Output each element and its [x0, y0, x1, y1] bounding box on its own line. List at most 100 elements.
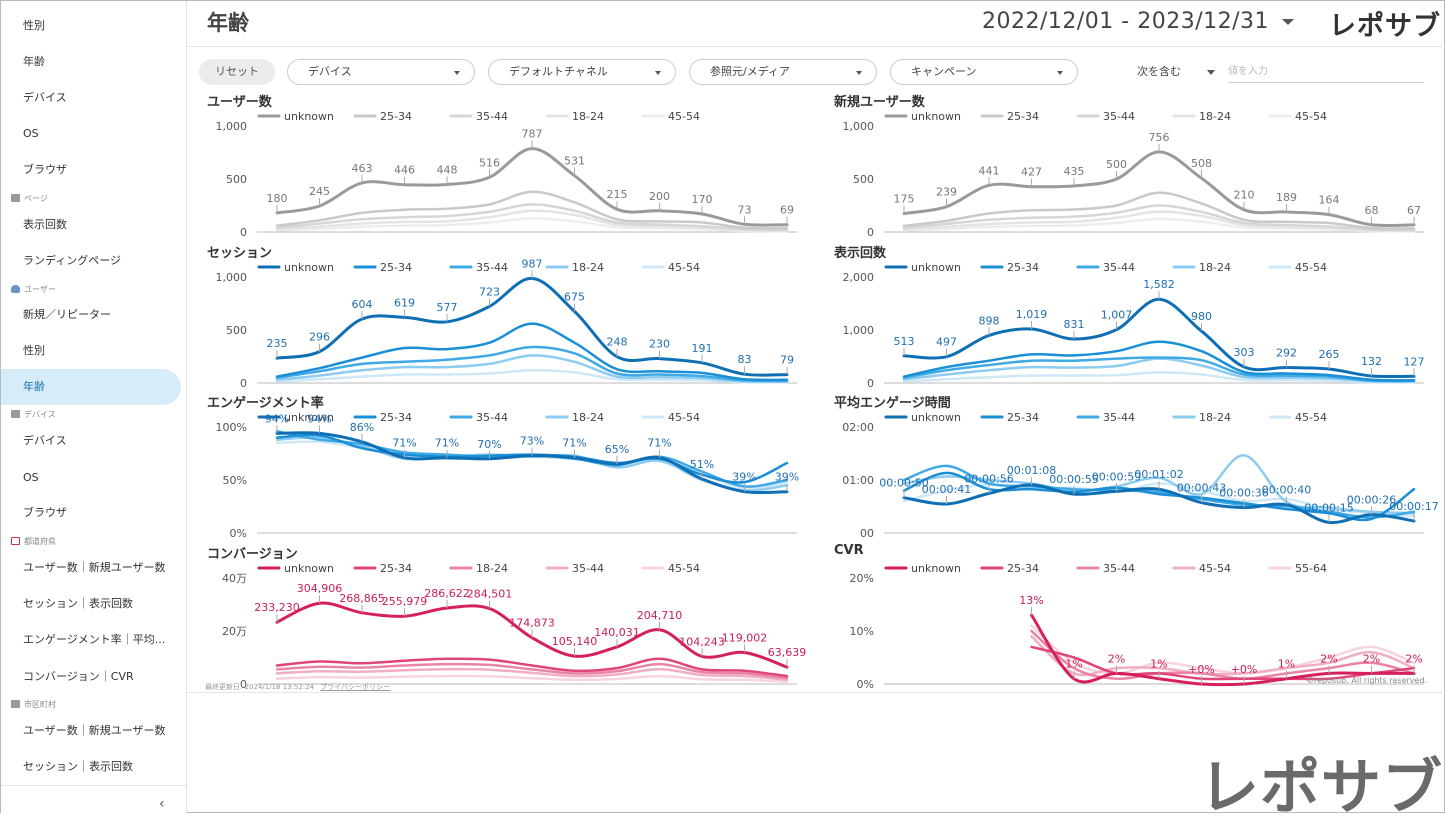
legend-label: 25-34: [1007, 261, 1039, 274]
sidebar-item[interactable]: ユーザー数｜新規ユーザー数: [23, 724, 166, 737]
chart-svg: unknown 25-34 35-44 18-24 45-54 0 500 1,000 235 2…: [216, 257, 797, 390]
sidebar-divider: [1, 785, 186, 786]
series-line-25-34: [275, 657, 789, 678]
data-label: 233,230: [254, 601, 300, 614]
sidebar-item[interactable]: コンバージョン｜CVR: [23, 670, 134, 683]
data-label: 1%: [1065, 658, 1082, 671]
legend-label: 45-54: [668, 411, 700, 424]
data-label: 1,582: [1143, 278, 1175, 291]
privacy-policy-link[interactable]: プライバシーポリシー: [320, 683, 391, 691]
data-label: 00:00:59: [1092, 470, 1141, 483]
data-label: 255,979: [382, 595, 428, 608]
date-range-picker[interactable]: 2022/12/01 - 2023/12/31: [982, 9, 1270, 34]
data-label: 235: [267, 337, 288, 350]
series-line-35-44: [275, 345, 789, 383]
sidebar-item[interactable]: ブラウザ: [23, 163, 67, 176]
data-label: 00:00:17: [1389, 500, 1438, 513]
filter-value-input[interactable]: [1228, 61, 1424, 83]
sidebar-section-header: 市区町村: [11, 699, 56, 710]
sidebar-item[interactable]: デバイス: [23, 434, 67, 447]
data-label: 63,639: [768, 646, 807, 659]
data-label: 83: [738, 353, 752, 366]
sidebar-item[interactable]: OS: [23, 127, 39, 140]
sidebar-item[interactable]: ブラウザ: [23, 506, 67, 519]
data-label: +0%: [1231, 663, 1258, 676]
data-label: 831: [1064, 318, 1085, 331]
data-label: 68: [1365, 204, 1379, 217]
sidebar-item[interactable]: セッション｜表示回数: [23, 760, 133, 773]
legend-label: unknown: [284, 562, 334, 575]
data-label: 441: [979, 164, 1000, 177]
data-label: 13%: [1019, 594, 1043, 607]
chevron-down-icon: [655, 71, 661, 75]
legend-label: 45-54: [1199, 562, 1231, 575]
channel-filter[interactable]: デフォルトチャネル: [488, 59, 676, 85]
copyright: ©reposub. All rights reserved.: [1306, 676, 1428, 685]
data-label: 00:00:43: [1177, 482, 1226, 495]
device-filter[interactable]: デバイス: [287, 59, 475, 85]
data-label: 2%: [1108, 652, 1125, 665]
legend-label: 45-54: [668, 261, 700, 274]
y-tick-label: 1,000: [843, 324, 875, 337]
chart-panel-pageviews: 表示回数 unknown 25-34 35-44 18-24 45-54 0 1,000 2,0…: [830, 242, 1440, 392]
sidebar-item[interactable]: デバイス: [23, 91, 67, 104]
sidebar-item[interactable]: 性別: [23, 344, 45, 357]
chart-svg: unknown 25-34 35-44 18-24 45-54 0 500 1,000 180 2…: [216, 110, 797, 239]
data-label: 531: [564, 155, 585, 168]
match-type-select[interactable]: 次を含む: [1137, 59, 1221, 85]
sidebar-item[interactable]: ユーザー数｜新規ユーザー数: [23, 561, 166, 574]
page-title: 年齢: [207, 11, 249, 35]
sidebar-item[interactable]: 性別: [23, 19, 45, 32]
data-label: 787: [522, 128, 543, 141]
flag-icon: [11, 537, 20, 545]
y-tick-label: 500: [853, 173, 874, 186]
y-tick-label: 01:00: [842, 474, 874, 487]
data-label: 286,622: [424, 587, 470, 600]
source-medium-filter[interactable]: 参照元/メディア: [689, 59, 877, 85]
reset-button[interactable]: リセット: [199, 59, 275, 85]
last-updated-text: 最終更新日: 2024/1/18 13:52:24: [205, 683, 315, 691]
legend-label: 45-54: [668, 562, 700, 575]
data-label: 980: [1191, 310, 1212, 323]
chevron-down-icon: [454, 71, 460, 75]
data-label: 756: [1149, 131, 1170, 144]
sidebar-item[interactable]: OS: [23, 471, 39, 484]
chevron-down-icon: [1057, 71, 1063, 75]
data-label: 248: [607, 336, 628, 349]
sidebar-item[interactable]: ランディングページ: [23, 254, 122, 267]
legend-label: 18-24: [1199, 261, 1231, 274]
sidebar-item[interactable]: 年齢: [1, 369, 181, 405]
date-range-caret-icon[interactable]: [1282, 19, 1294, 25]
data-label: 191: [692, 342, 713, 355]
last-updated-note: 最終更新日: 2024/1/18 13:52:24 プライバシーポリシー: [205, 682, 390, 692]
content-divider: [187, 692, 1445, 693]
legend-label: unknown: [284, 110, 334, 123]
user-icon: [11, 285, 20, 293]
sidebar-item[interactable]: 表示回数: [23, 218, 67, 231]
sidebar-item[interactable]: セッション｜表示回数: [23, 597, 133, 610]
y-tick-label: 50%: [223, 474, 247, 487]
sidebar-item[interactable]: 新規／リピーター: [23, 308, 111, 321]
sidebar-section-header: ユーザー: [11, 284, 56, 295]
y-tick-label: 1,000: [843, 120, 875, 133]
legend-label: 45-54: [1295, 110, 1327, 123]
campaign-filter[interactable]: キャンペーン: [890, 59, 1078, 85]
data-label: 435: [1064, 165, 1085, 178]
data-label: 00:00:41: [922, 483, 971, 496]
data-label: 51%: [690, 458, 714, 471]
sidebar-item[interactable]: 年齢: [23, 55, 45, 68]
data-label: 230: [649, 338, 670, 351]
series-line-35-44: [1030, 629, 1416, 681]
series-line-35-44: [275, 667, 789, 682]
sidebar-item[interactable]: エンゲージメント率｜平均...: [23, 633, 166, 646]
channel-filter-label: デフォルトチャネル: [509, 65, 608, 78]
collapse-sidebar-icon[interactable]: ‹: [159, 796, 165, 812]
y-tick-label: 0: [240, 377, 247, 390]
sidebar-section-label: ページ: [24, 194, 48, 203]
y-tick-label: 1,000: [216, 120, 248, 133]
legend-label: 55-64: [1295, 562, 1327, 575]
data-label: 69: [780, 204, 794, 217]
data-label: 604: [352, 298, 373, 311]
data-label: 00:00:40: [1262, 484, 1311, 497]
data-label: 1%: [1278, 658, 1295, 671]
